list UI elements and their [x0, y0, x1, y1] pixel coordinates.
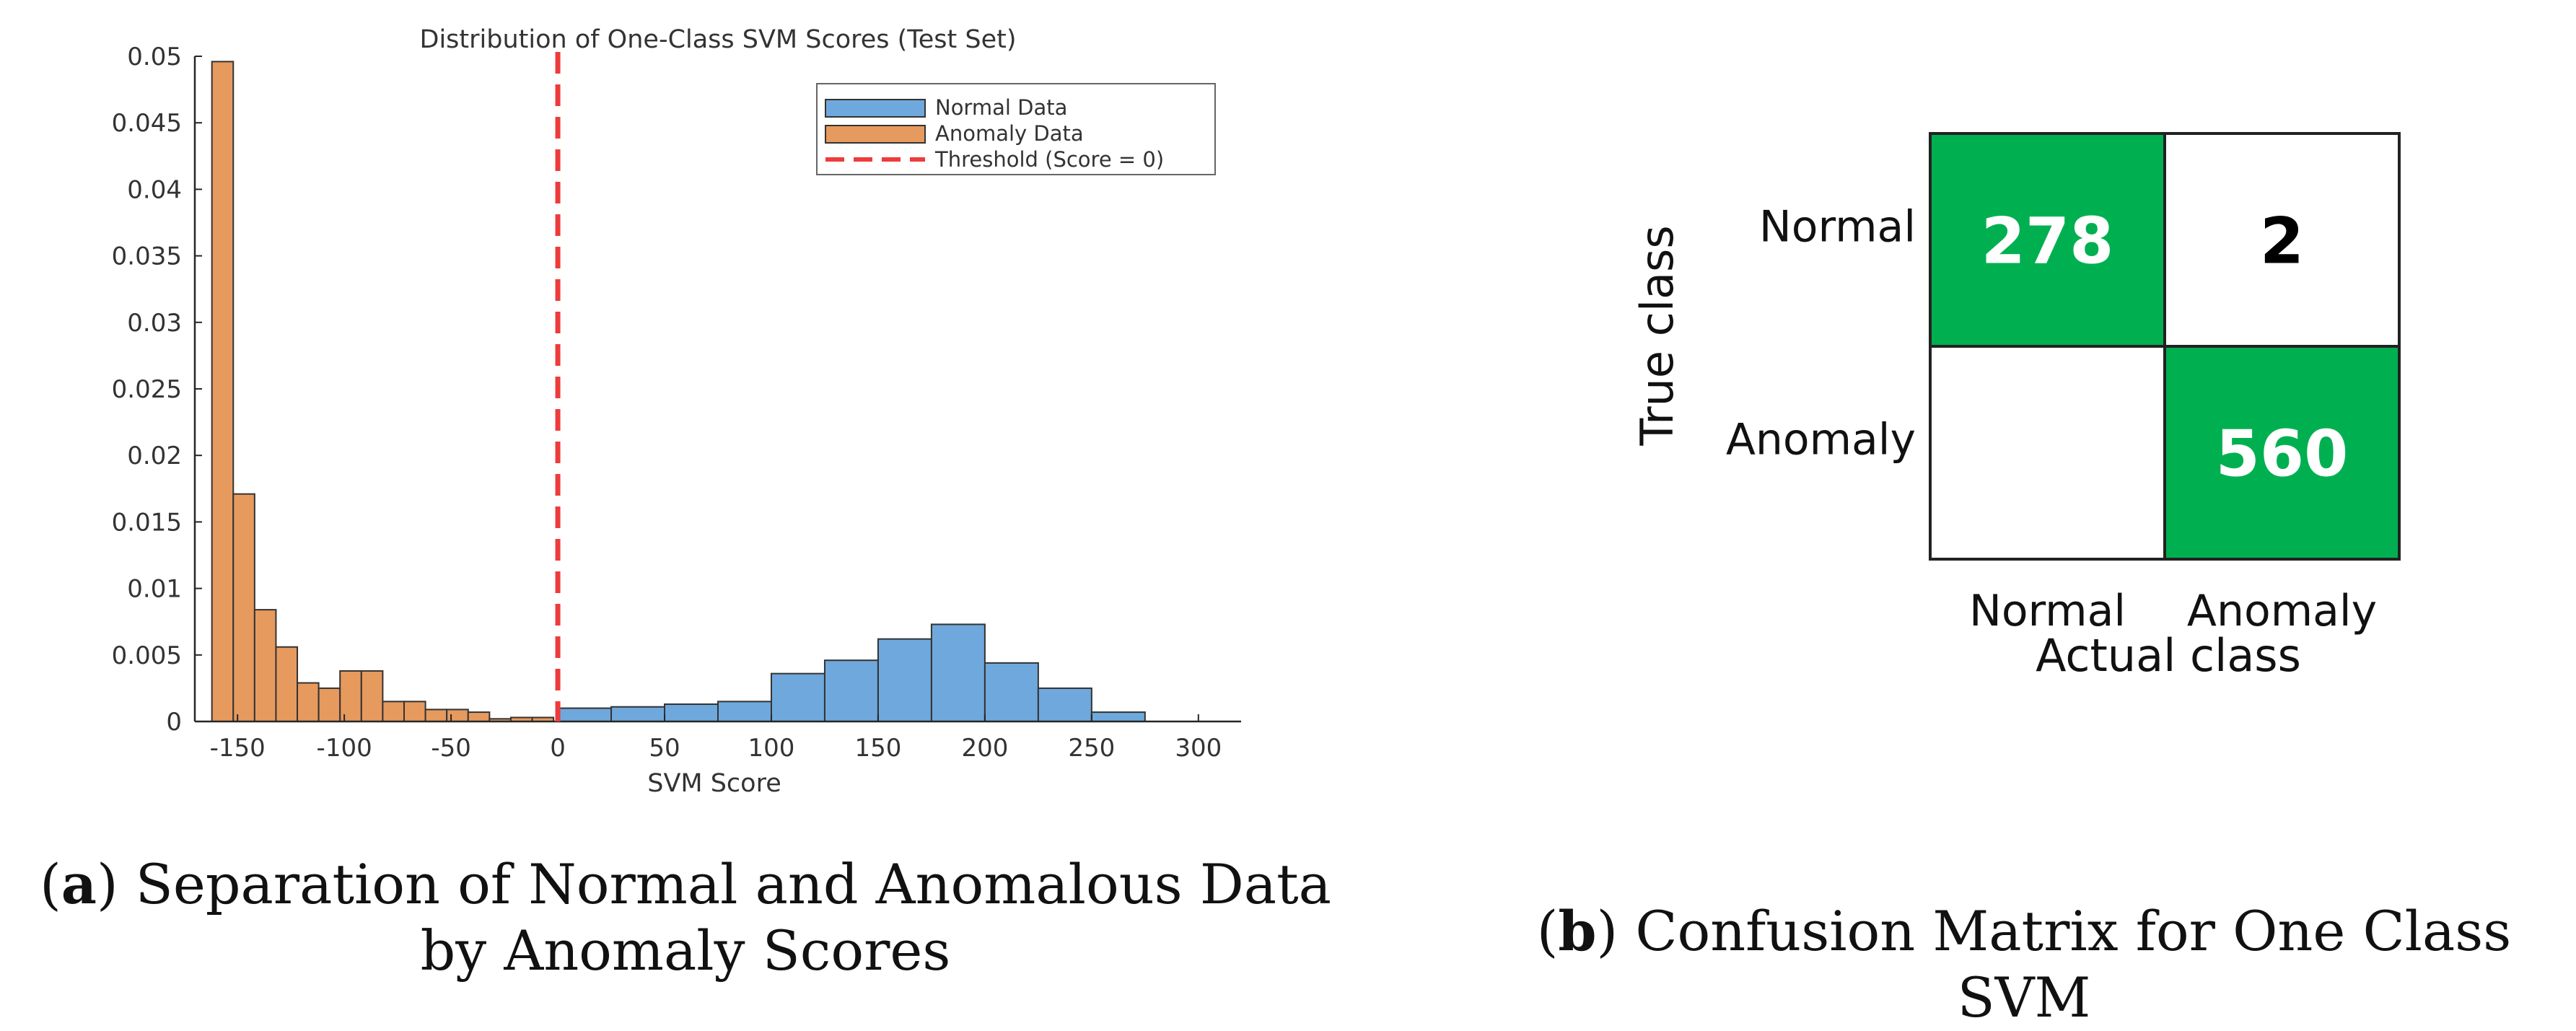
anomaly-bar-2 [253, 609, 277, 722]
confusion-matrix-labels: Normal Anomaly Normal Anomaly [1726, 202, 2377, 637]
caption-a-text: Separation of Normal and Anomalous Data … [135, 852, 1331, 983]
normal-bar-7 [930, 623, 986, 722]
anomaly-bar-4 [297, 682, 320, 722]
y-tick-label: 0.01 [127, 575, 182, 604]
y-tick-label: 0.045 [112, 109, 182, 138]
normal-bar-5 [823, 659, 879, 723]
cm-cell [1929, 132, 2166, 348]
x-tick-label: -100 [317, 734, 372, 763]
normal-bar-8 [983, 662, 1039, 723]
confusion-matrix-y-axis-label: True class [1631, 225, 1683, 446]
x-tick-label: 300 [1175, 734, 1222, 763]
cm-col-label: Anomaly [2187, 586, 2377, 636]
x-tick-label: 250 [1068, 734, 1115, 763]
caption-b: (b) Confusion Matrix for One Class SVM [1536, 899, 2512, 1030]
normal-bar-9 [1037, 687, 1092, 723]
caption-b-label: b [1558, 899, 1597, 963]
normal-bar-0 [557, 707, 613, 722]
cm-cell [1929, 345, 2166, 561]
confusion-matrix-cells: 278 2 560 [1929, 132, 2401, 561]
cm-row-label: Normal [1759, 202, 1916, 253]
anomaly-bar-10 [424, 708, 448, 722]
anomaly-bar-11 [446, 708, 469, 722]
x-tick-label: -150 [210, 734, 266, 763]
y-tick-label: 0.05 [127, 43, 182, 71]
anomaly-bar-5 [317, 687, 341, 723]
cm-cell [2163, 132, 2401, 348]
x-tick-label: 150 [854, 734, 901, 763]
x-tick-label: -50 [431, 734, 471, 763]
histogram-chart: Distribution of One-Class SVM Scores (Te… [112, 25, 1241, 798]
confusion-matrix-x-axis-label: Actual class [2036, 629, 2301, 682]
anomaly-bar-12 [467, 711, 491, 722]
y-tick-label: 0 [166, 708, 182, 737]
normal-bar-2 [664, 703, 719, 723]
cm-cell-value: 2 [2260, 204, 2304, 278]
legend-swatch [825, 99, 926, 118]
confusion-matrix: 278 2 560 Normal Anomaly Normal Anomaly Actua… [1631, 132, 2401, 682]
x-tick-label: 0 [550, 734, 566, 763]
caption-a-label: a [61, 852, 97, 916]
histogram-x-axis-label: SVM Score [647, 769, 781, 798]
cm-cell-value: 560 [2216, 417, 2349, 491]
cm-row-label: Anomaly [1726, 415, 1916, 465]
caption-b-text: Confusion Matrix for One Class SVM [1635, 899, 2512, 1030]
caption-a: (a) Separation of Normal and Anomalous D… [40, 852, 1331, 983]
y-tick-label: 0.04 [127, 175, 182, 204]
anomaly-bar-1 [232, 493, 255, 723]
anomaly-bar-6 [339, 670, 362, 722]
x-tick-label: 100 [748, 734, 795, 763]
normal-bar-10 [1090, 711, 1146, 722]
y-tick-label: 0.02 [127, 442, 182, 470]
normal-bar-1 [610, 706, 666, 723]
y-tick-label: 0.03 [127, 309, 182, 338]
y-tick-label: 0.035 [112, 242, 182, 271]
histogram-axes: -150 -100 -50 0 50 100 150 200 250 300 0 0.005 0.01 0… [112, 43, 1241, 763]
histogram-bars [211, 61, 1146, 723]
normal-bar-6 [877, 638, 932, 722]
cm-cell-value: 278 [1981, 204, 2114, 278]
legend-entry: Threshold (Score = 0) [934, 147, 1164, 172]
legend-swatch [825, 125, 926, 144]
anomaly-bar-0 [211, 61, 235, 723]
x-tick-label: 200 [961, 734, 1008, 763]
anomaly-bar-7 [360, 670, 384, 722]
y-tick-label: 0.025 [112, 375, 182, 404]
normal-bar-4 [770, 672, 825, 723]
x-tick-label: 50 [649, 734, 680, 763]
legend-entry: Anomaly Data [935, 121, 1084, 146]
legend-entry: Normal Data [935, 95, 1067, 120]
cm-col-label: Normal [1969, 586, 2126, 636]
cm-cell [2163, 345, 2401, 561]
anomaly-bar-3 [275, 646, 299, 723]
normal-bar-3 [717, 701, 772, 723]
histogram-title: Distribution of One-Class SVM Scores (Te… [420, 25, 1017, 54]
anomaly-bar-9 [403, 701, 426, 723]
y-tick-label: 0.015 [112, 508, 182, 537]
y-tick-label: 0.005 [112, 641, 182, 670]
anomaly-bar-8 [382, 701, 405, 723]
